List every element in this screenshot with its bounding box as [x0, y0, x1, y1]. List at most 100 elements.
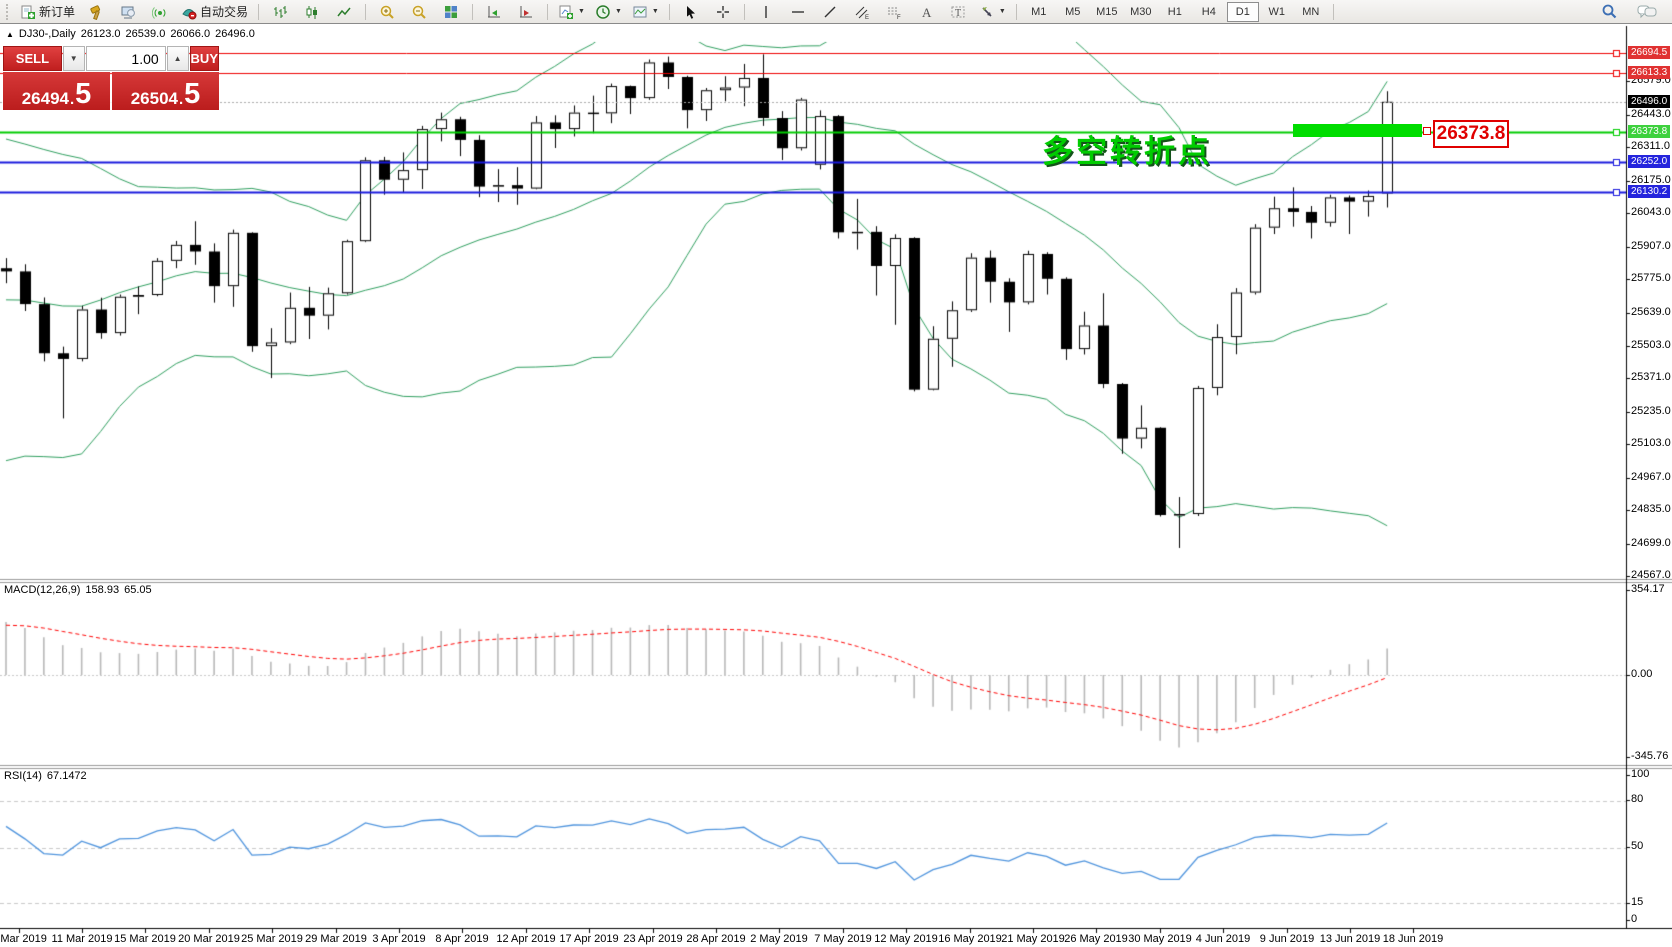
periods-clock-icon: [595, 4, 611, 20]
svg-text:T: T: [955, 8, 961, 19]
sell-price-decimal: .: [69, 91, 75, 108]
vertical-line-button[interactable]: [751, 1, 781, 23]
signals-icon: [152, 4, 168, 20]
toolbar-separator: [258, 3, 260, 20]
collapse-panel-icon[interactable]: ▲: [6, 29, 14, 39]
auto-scroll-button[interactable]: [479, 1, 509, 23]
hammer-button[interactable]: [81, 1, 111, 23]
sell-price-button[interactable]: 26494 . 5: [3, 72, 110, 110]
tf-button-D1[interactable]: D1: [1226, 1, 1259, 22]
cursor-button[interactable]: [676, 1, 706, 23]
svg-text:E: E: [865, 15, 869, 20]
hammer-icon: [88, 4, 104, 20]
tf-button-MN[interactable]: MN: [1302, 5, 1320, 18]
svg-text:A: A: [922, 5, 932, 20]
zoom-in-button[interactable]: [372, 1, 402, 23]
date-label: 26 May 2019: [1064, 933, 1128, 945]
price-tick-label: 26443.0: [1631, 108, 1671, 120]
date-label: 25 Mar 2019: [241, 933, 303, 945]
price-tick-label: 24699.0: [1631, 537, 1671, 549]
tf-button-W1[interactable]: W1: [1268, 5, 1286, 18]
chat-button[interactable]: [1632, 1, 1662, 23]
price-tick-label: 24967.0: [1631, 471, 1671, 483]
text-label-button[interactable]: T: [943, 1, 973, 23]
volume-input[interactable]: [85, 46, 166, 71]
volume-increase-button[interactable]: ▲: [166, 46, 189, 71]
toolbar-separator: [1332, 3, 1334, 20]
date-label: 23 Apr 2019: [623, 933, 683, 945]
fibonacci-button[interactable]: F: [879, 1, 909, 23]
chart-annotation-text[interactable]: 多空转折点: [1042, 134, 1212, 169]
toolbar-separator: [547, 3, 549, 20]
new-order-button[interactable]: 新订单: [16, 1, 79, 23]
sell-button[interactable]: SELL: [3, 46, 62, 71]
zoom-in-icon: [379, 4, 395, 20]
fibonacci-icon: F: [886, 4, 902, 20]
horizontal-line-button[interactable]: [783, 1, 813, 23]
tf-button-M30[interactable]: M30: [1130, 5, 1152, 18]
price-line-label: 26252.0: [1628, 155, 1671, 168]
svg-text:F: F: [897, 15, 901, 20]
volume-decrease-button[interactable]: ▼: [62, 46, 85, 71]
date-label: 2 May 2019: [750, 933, 808, 945]
buy-price-main: 26504: [130, 89, 178, 108]
signals-button[interactable]: [145, 1, 175, 23]
highlight-bar[interactable]: [1293, 124, 1422, 137]
price-callout[interactable]: 26373.8: [1433, 120, 1509, 148]
autotrading-icon: [181, 4, 197, 20]
mql-community-button[interactable]: [113, 1, 143, 23]
tf-button-M5[interactable]: M5: [1065, 5, 1081, 18]
new-order-icon: [20, 4, 36, 20]
trendline-button[interactable]: [815, 1, 845, 23]
crosshair-button[interactable]: [708, 1, 738, 23]
price-tick-label: 26175.0: [1631, 174, 1671, 186]
sell-price-pip: 5: [75, 78, 92, 111]
equidistant-channel-icon: E: [854, 4, 870, 20]
equidistant-channel-button[interactable]: E: [847, 1, 877, 23]
date-label: 9 Jun 2019: [1259, 933, 1315, 945]
text-label-icon: T: [950, 4, 966, 20]
tf-button-M1[interactable]: M1: [1031, 5, 1047, 18]
timeframe-group: M1 M5 M15 M30 H1 H4 D1 W1 MN: [1023, 1, 1327, 22]
price-line-label: 26373.8: [1628, 125, 1671, 138]
mql-community-icon: [120, 4, 136, 20]
date-label: 28 Apr 2019: [686, 933, 746, 945]
search-button[interactable]: [1594, 1, 1624, 23]
date-label: 4 Jun 2019: [1195, 933, 1251, 945]
date-label: 16 May 2019: [938, 933, 1002, 945]
ohlc-high: 26539.0: [125, 28, 166, 40]
rsi-label: RSI(14) 67.1472: [4, 770, 87, 782]
callout-anchor-marker: [1423, 127, 1431, 135]
tf-button-H4[interactable]: H4: [1201, 5, 1216, 18]
templates-icon: [632, 4, 648, 20]
macd-tick-label: -345.76: [1631, 750, 1669, 762]
toolbar: 新订单 自动交易 ▼ ▼ ▼ E F A T ▼ M1 M5 M15 M30 H1 H4 D…: [0, 0, 1672, 24]
crosshair-icon: [715, 4, 731, 20]
text-button[interactable]: A: [911, 1, 941, 23]
templates-button[interactable]: ▼: [628, 1, 663, 23]
arrows-button[interactable]: ▼: [975, 1, 1010, 23]
tf-button-M15[interactable]: M15: [1096, 5, 1118, 18]
date-label: 30 May 2019: [1128, 933, 1192, 945]
line-chart-button[interactable]: [329, 1, 359, 23]
tile-windows-button[interactable]: [436, 1, 466, 23]
toolbar-separator: [472, 3, 474, 20]
date-label: 12 Apr 2019: [496, 933, 556, 945]
date-label: 17 Apr 2019: [559, 933, 619, 945]
toolbar-grip[interactable]: [6, 3, 12, 20]
new-chart-button[interactable]: ▼: [554, 1, 589, 23]
candlestick-chart-button[interactable]: [297, 1, 327, 23]
buy-price-button[interactable]: 26504 . 5: [112, 72, 219, 110]
autotrading-button[interactable]: 自动交易: [177, 1, 252, 23]
bar-chart-button[interactable]: [265, 1, 295, 23]
tf-button-H1[interactable]: H1: [1167, 5, 1182, 18]
buy-button[interactable]: BUY: [189, 46, 219, 71]
toolbar-separator: [668, 3, 670, 20]
trade-panel: SELL ▼ ▲ BUY 26494 . 5 26504 . 5: [3, 46, 219, 110]
chart-shift-button[interactable]: [511, 1, 541, 23]
periods-button[interactable]: ▼: [591, 1, 626, 23]
zoom-out-button[interactable]: [404, 1, 434, 23]
date-label: 29 Mar 2019: [305, 933, 367, 945]
rsi-value: 67.1472: [46, 770, 87, 782]
